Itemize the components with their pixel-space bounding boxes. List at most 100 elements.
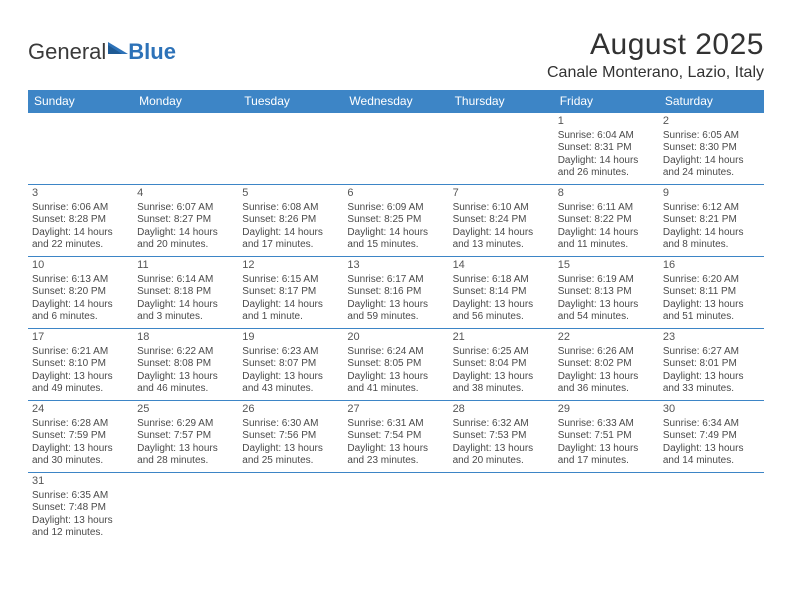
day-header: Friday: [554, 90, 659, 113]
calendar-cell: [343, 473, 448, 545]
calendar-cell: [343, 113, 448, 185]
daylight-text: Daylight: 13 hours: [137, 371, 234, 384]
calendar-cell: 21Sunrise: 6:25 AMSunset: 8:04 PMDayligh…: [449, 329, 554, 401]
calendar-cell: 7Sunrise: 6:10 AMSunset: 8:24 PMDaylight…: [449, 185, 554, 257]
daylight-text: and 36 minutes.: [558, 383, 655, 396]
sunset-text: Sunset: 8:01 PM: [663, 358, 760, 371]
month-title: August 2025: [547, 28, 764, 62]
calendar-cell: 25Sunrise: 6:29 AMSunset: 7:57 PMDayligh…: [133, 401, 238, 473]
sunrise-text: Sunrise: 6:31 AM: [347, 418, 444, 431]
day-number: 13: [347, 259, 444, 273]
sunset-text: Sunset: 8:07 PM: [242, 358, 339, 371]
sunrise-text: Sunrise: 6:25 AM: [453, 346, 550, 359]
sunrise-text: Sunrise: 6:29 AM: [137, 418, 234, 431]
daylight-text: and 13 minutes.: [453, 239, 550, 252]
day-number: 23: [663, 331, 760, 345]
day-number: 1: [558, 115, 655, 129]
calendar-cell: 31Sunrise: 6:35 AMSunset: 7:48 PMDayligh…: [28, 473, 133, 545]
daylight-text: Daylight: 13 hours: [32, 443, 129, 456]
sunset-text: Sunset: 7:53 PM: [453, 430, 550, 443]
day-number: 17: [32, 331, 129, 345]
sunset-text: Sunset: 8:27 PM: [137, 214, 234, 227]
daylight-text: and 49 minutes.: [32, 383, 129, 396]
day-header: Wednesday: [343, 90, 448, 113]
day-header: Thursday: [449, 90, 554, 113]
calendar-cell: 14Sunrise: 6:18 AMSunset: 8:14 PMDayligh…: [449, 257, 554, 329]
sunset-text: Sunset: 7:56 PM: [242, 430, 339, 443]
daylight-text: and 23 minutes.: [347, 455, 444, 468]
daylight-text: and 38 minutes.: [453, 383, 550, 396]
calendar-cell: 15Sunrise: 6:19 AMSunset: 8:13 PMDayligh…: [554, 257, 659, 329]
daylight-text: and 17 minutes.: [558, 455, 655, 468]
sunrise-text: Sunrise: 6:09 AM: [347, 202, 444, 215]
sunset-text: Sunset: 8:18 PM: [137, 286, 234, 299]
calendar-cell: 23Sunrise: 6:27 AMSunset: 8:01 PMDayligh…: [659, 329, 764, 401]
sunset-text: Sunset: 8:24 PM: [453, 214, 550, 227]
calendar-cell: [28, 113, 133, 185]
sunrise-text: Sunrise: 6:11 AM: [558, 202, 655, 215]
sunrise-text: Sunrise: 6:05 AM: [663, 130, 760, 143]
day-number: 7: [453, 187, 550, 201]
calendar-cell: [449, 473, 554, 545]
day-number: 21: [453, 331, 550, 345]
sunset-text: Sunset: 8:05 PM: [347, 358, 444, 371]
sunset-text: Sunset: 8:21 PM: [663, 214, 760, 227]
daylight-text: and 14 minutes.: [663, 455, 760, 468]
sunrise-text: Sunrise: 6:33 AM: [558, 418, 655, 431]
sunrise-text: Sunrise: 6:04 AM: [558, 130, 655, 143]
calendar-cell: 26Sunrise: 6:30 AMSunset: 7:56 PMDayligh…: [238, 401, 343, 473]
daylight-text: Daylight: 14 hours: [242, 299, 339, 312]
day-number: 3: [32, 187, 129, 201]
sunset-text: Sunset: 8:26 PM: [242, 214, 339, 227]
day-header: Saturday: [659, 90, 764, 113]
day-number: 22: [558, 331, 655, 345]
calendar-row: 31Sunrise: 6:35 AMSunset: 7:48 PMDayligh…: [28, 473, 764, 545]
daylight-text: Daylight: 13 hours: [453, 299, 550, 312]
daylight-text: and 28 minutes.: [137, 455, 234, 468]
daylight-text: Daylight: 13 hours: [558, 443, 655, 456]
sunrise-text: Sunrise: 6:23 AM: [242, 346, 339, 359]
day-number: 8: [558, 187, 655, 201]
daylight-text: Daylight: 14 hours: [453, 227, 550, 240]
flag-icon: [108, 34, 128, 60]
sunrise-text: Sunrise: 6:27 AM: [663, 346, 760, 359]
sunset-text: Sunset: 7:57 PM: [137, 430, 234, 443]
day-number: 31: [32, 475, 129, 489]
sunset-text: Sunset: 8:30 PM: [663, 142, 760, 155]
daylight-text: Daylight: 13 hours: [663, 299, 760, 312]
daylight-text: and 11 minutes.: [558, 239, 655, 252]
day-header-row: Sunday Monday Tuesday Wednesday Thursday…: [28, 90, 764, 113]
daylight-text: and 43 minutes.: [242, 383, 339, 396]
calendar-cell: 12Sunrise: 6:15 AMSunset: 8:17 PMDayligh…: [238, 257, 343, 329]
sunrise-text: Sunrise: 6:35 AM: [32, 490, 129, 503]
sunrise-text: Sunrise: 6:07 AM: [137, 202, 234, 215]
sunrise-text: Sunrise: 6:12 AM: [663, 202, 760, 215]
sunrise-text: Sunrise: 6:34 AM: [663, 418, 760, 431]
daylight-text: and 59 minutes.: [347, 311, 444, 324]
day-number: 24: [32, 403, 129, 417]
sunset-text: Sunset: 8:16 PM: [347, 286, 444, 299]
calendar-row: 1Sunrise: 6:04 AMSunset: 8:31 PMDaylight…: [28, 113, 764, 185]
daylight-text: and 56 minutes.: [453, 311, 550, 324]
sunrise-text: Sunrise: 6:32 AM: [453, 418, 550, 431]
calendar-cell: [238, 113, 343, 185]
day-number: 4: [137, 187, 234, 201]
calendar-cell: 24Sunrise: 6:28 AMSunset: 7:59 PMDayligh…: [28, 401, 133, 473]
sunrise-text: Sunrise: 6:17 AM: [347, 274, 444, 287]
day-header: Tuesday: [238, 90, 343, 113]
daylight-text: Daylight: 14 hours: [558, 227, 655, 240]
sunrise-text: Sunrise: 6:20 AM: [663, 274, 760, 287]
day-number: 11: [137, 259, 234, 273]
calendar-cell: 3Sunrise: 6:06 AMSunset: 8:28 PMDaylight…: [28, 185, 133, 257]
sunrise-text: Sunrise: 6:08 AM: [242, 202, 339, 215]
daylight-text: Daylight: 14 hours: [137, 227, 234, 240]
daylight-text: Daylight: 14 hours: [32, 299, 129, 312]
sunset-text: Sunset: 8:25 PM: [347, 214, 444, 227]
page-header: General Blue August 2025 Canale Monteran…: [28, 28, 764, 82]
calendar-cell: 6Sunrise: 6:09 AMSunset: 8:25 PMDaylight…: [343, 185, 448, 257]
daylight-text: and 54 minutes.: [558, 311, 655, 324]
calendar-row: 3Sunrise: 6:06 AMSunset: 8:28 PMDaylight…: [28, 185, 764, 257]
calendar-cell: 18Sunrise: 6:22 AMSunset: 8:08 PMDayligh…: [133, 329, 238, 401]
daylight-text: Daylight: 13 hours: [453, 443, 550, 456]
daylight-text: and 15 minutes.: [347, 239, 444, 252]
